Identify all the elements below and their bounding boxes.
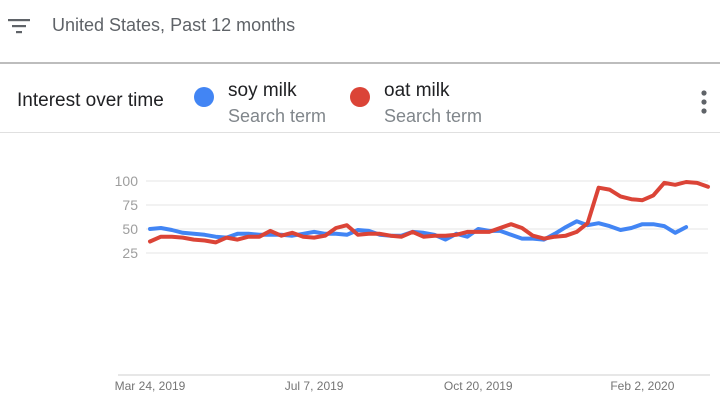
x-tick-label: Jul 7, 2019 bbox=[285, 379, 344, 393]
filter-bar: United States, Past 12 months bbox=[0, 0, 720, 64]
interest-over-time-chart: 25 50 75 100 Mar 24, 2019 Jul 7, 2019 Oct 20, … bbox=[115, 173, 710, 393]
legend-dot-icon bbox=[194, 87, 214, 107]
card-title: Interest over time bbox=[17, 90, 164, 111]
filter-summary[interactable]: United States, Past 12 months bbox=[52, 15, 296, 35]
y-tick-label: 50 bbox=[122, 221, 138, 237]
legend-term-type: Search term bbox=[228, 106, 327, 126]
y-tick-label: 75 bbox=[122, 197, 138, 213]
filter-icon[interactable] bbox=[6, 14, 32, 38]
x-tick-label: Oct 20, 2019 bbox=[444, 379, 513, 393]
y-tick-label: 100 bbox=[115, 173, 139, 189]
legend-term-type: Search term bbox=[384, 106, 483, 126]
card-header: Interest over time soy milk Search term … bbox=[0, 66, 720, 133]
x-tick-label: Mar 24, 2019 bbox=[115, 379, 186, 393]
y-tick-label: 25 bbox=[122, 245, 138, 261]
series-line-oat-milk bbox=[148, 180, 710, 245]
more-vert-icon[interactable] bbox=[697, 88, 711, 116]
legend-dot-icon bbox=[350, 87, 370, 107]
legend-term-name: soy milk bbox=[228, 80, 297, 101]
legend-term-name: oat milk bbox=[384, 80, 450, 101]
x-tick-label: Feb 2, 2020 bbox=[610, 379, 674, 393]
